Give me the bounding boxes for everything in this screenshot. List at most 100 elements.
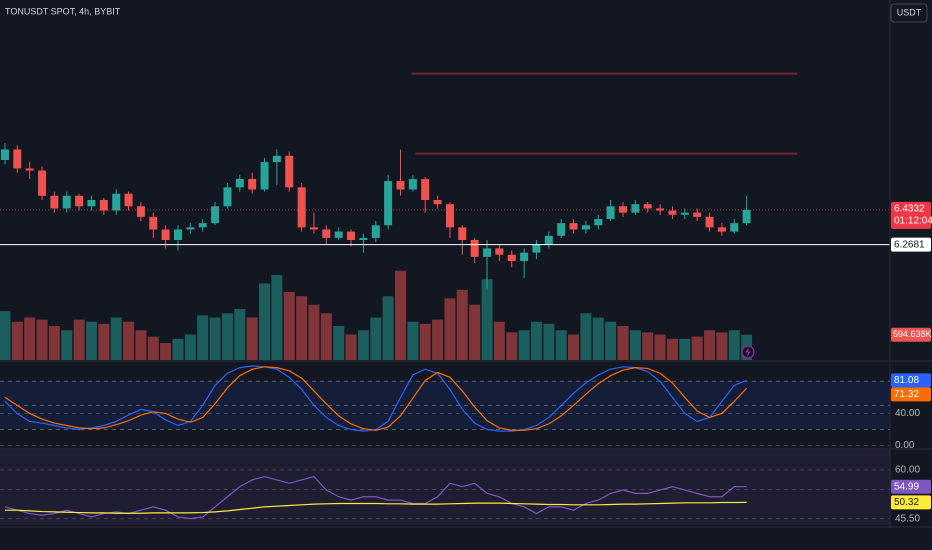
volume-bar [691, 336, 703, 360]
candle-body [680, 212, 689, 215]
y-tick-label: 0.00 [895, 440, 915, 451]
volume-bar [85, 321, 97, 360]
pane-backgrounds [0, 381, 890, 525]
candle-body [322, 229, 331, 238]
volume-bar [704, 330, 716, 360]
volume-bar [605, 321, 617, 360]
volume-bar [407, 321, 419, 360]
candle-body [421, 178, 430, 200]
volume-bar [592, 317, 604, 360]
last-price-tag [891, 201, 931, 229]
currency-button[interactable] [890, 3, 928, 23]
candle-body [161, 229, 170, 240]
candle-body [668, 210, 677, 215]
candle-body [371, 225, 380, 238]
marks [0, 72, 890, 520]
volume-bar [642, 332, 654, 360]
volume-bar [320, 313, 332, 360]
candle-body [532, 244, 541, 253]
volume-bar [271, 275, 283, 360]
volume-bar [506, 332, 518, 360]
candle-body [557, 223, 566, 236]
candle-body [347, 231, 356, 240]
candle-body [272, 155, 281, 163]
volume-bar [654, 334, 666, 360]
volume-bar [617, 326, 629, 360]
volume-bar [345, 334, 357, 360]
candle-body [408, 178, 417, 190]
volume-bar [61, 330, 73, 360]
candle-body [544, 235, 553, 245]
candle-body [248, 178, 257, 190]
volume-bar [36, 319, 48, 360]
volume-bar [333, 326, 345, 360]
candle-body [235, 178, 244, 188]
candle-body [742, 209, 751, 224]
candle-body [433, 200, 442, 205]
volume-bar [160, 343, 172, 360]
candle-body [211, 206, 220, 224]
value-tag-label: 54.99 [894, 481, 919, 492]
price-line-tag [891, 237, 931, 252]
volume-bar [147, 336, 159, 360]
volume-bar [543, 323, 555, 360]
volume-bar [518, 330, 530, 360]
volume-bar [716, 332, 728, 360]
y-tick-label: 60.00 [895, 464, 920, 475]
candle-body [198, 223, 207, 228]
candle-body [396, 181, 405, 190]
candle-body [643, 204, 652, 209]
indicator-line [4, 366, 748, 431]
alert-icon-bolt [745, 347, 751, 357]
value-tag [891, 387, 931, 402]
y-tick-label: 45.50 [895, 513, 920, 524]
candle-body [730, 223, 739, 232]
volume-bar [469, 304, 481, 360]
countdown: 01:12:04 [894, 215, 932, 226]
candle-body [384, 181, 393, 226]
value-tag [891, 479, 931, 494]
candle-body [297, 187, 306, 228]
volume-bar [629, 330, 641, 360]
candle-body [693, 212, 702, 217]
volume-bar [666, 338, 678, 360]
candle-body [445, 204, 454, 228]
volume-bar [395, 270, 406, 360]
candle-body [309, 227, 318, 230]
volume-bar [283, 292, 295, 360]
volume-bar [197, 315, 209, 360]
volume-bar [679, 338, 691, 360]
volume-bar [555, 330, 567, 360]
volume-bar [444, 298, 456, 360]
volume-bar [296, 296, 308, 360]
candle-body [631, 204, 640, 213]
volume-bar [382, 296, 394, 360]
volume-bar [419, 323, 431, 360]
last-price-label: 6.4332 [894, 203, 925, 214]
candle-body [507, 254, 516, 262]
labels: TONUSDT SPOT, 4h, BYBIT USDT 6.2681 6.433… [0, 0, 932, 528]
candle-body [581, 225, 590, 230]
volume-bar [530, 321, 542, 360]
volume-bar [11, 321, 23, 360]
band-fill [0, 381, 890, 430]
volume-bar [370, 317, 382, 360]
volume-bar [135, 330, 147, 360]
candle-body [112, 193, 121, 211]
volume-bar [98, 323, 110, 360]
volume-bar [184, 334, 196, 360]
candle-body [13, 149, 22, 169]
volume-bar [48, 326, 60, 360]
candle-body [260, 162, 269, 190]
volume-bar [24, 317, 36, 360]
candle-body [495, 248, 504, 255]
volume-bar [123, 321, 135, 360]
currency-label[interactable]: USDT [897, 7, 922, 17]
volume-bar [246, 317, 258, 360]
candle-body [87, 200, 96, 207]
indicator-line [4, 501, 747, 514]
value-tag [891, 495, 931, 510]
candle-body [0, 149, 9, 160]
volume-bar [481, 279, 493, 360]
